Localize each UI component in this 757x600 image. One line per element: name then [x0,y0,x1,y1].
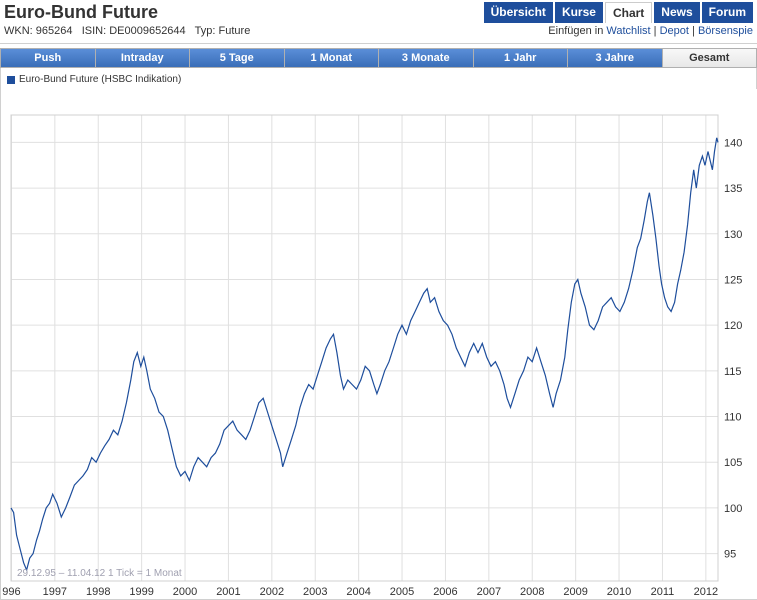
svg-text:2006: 2006 [433,586,457,598]
timetab-gesamt[interactable]: Gesamt [662,49,757,67]
svg-text:100: 100 [724,503,742,515]
svg-text:2001: 2001 [216,586,240,598]
isin-value: DE0009652644 [109,25,185,37]
einfuegen-label: Einfügen in [548,25,603,37]
nav-tab-forum[interactable]: Forum [702,2,753,23]
timetab-push[interactable]: Push [0,49,95,67]
nav-tab-kurse[interactable]: Kurse [555,2,603,23]
svg-text:1997: 1997 [43,586,67,598]
svg-text:130: 130 [724,229,742,241]
wkn-value: 965264 [36,25,73,37]
link-börsenspie[interactable]: Börsenspie [698,25,753,37]
price-chart: 95 100 105 110 115 120 125 130 135 140 996 1997 1998… [1,89,757,599]
typ-label: Typ: [195,25,216,37]
svg-text:2002: 2002 [260,586,284,598]
svg-text:115: 115 [724,366,742,378]
svg-text:2007: 2007 [477,586,501,598]
link-depot[interactable]: Depot [660,25,689,37]
wkn-label: WKN: [4,25,33,37]
typ-value: Future [219,25,251,37]
link-watchlist[interactable]: Watchlist [606,25,650,37]
nav-tab-news[interactable]: News [654,2,699,23]
time-range-tabs: PushIntraday5 Tage1 Monat3 Monate1 Jahr3… [0,48,757,68]
timetab-intraday[interactable]: Intraday [95,49,190,67]
svg-text:105: 105 [724,457,742,469]
svg-text:2005: 2005 [390,586,414,598]
svg-text:2008: 2008 [520,586,544,598]
legend-swatch [7,76,15,84]
chart-legend: Euro-Bund Future (HSBC Indikation) [1,70,756,89]
svg-text:2004: 2004 [346,586,370,598]
timetab-1-jahr[interactable]: 1 Jahr [473,49,568,67]
svg-text:996: 996 [2,586,20,598]
svg-text:2003: 2003 [303,586,327,598]
timetab-5-tage[interactable]: 5 Tage [189,49,284,67]
chart-range-note: 29.12.95 – 11.04.12 1 Tick = 1 Monat [17,568,182,579]
svg-text:120: 120 [724,320,742,332]
svg-text:125: 125 [724,274,742,286]
isin-label: ISIN: [82,25,106,37]
svg-text:135: 135 [724,183,742,195]
svg-text:2000: 2000 [173,586,197,598]
chart-container: Euro-Bund Future (HSBC Indikation) 95 100… [0,68,757,600]
svg-text:2009: 2009 [563,586,587,598]
insert-links: Einfügen in Watchlist | Depot | Börsensp… [548,25,753,37]
svg-text:140: 140 [724,137,742,149]
svg-text:1998: 1998 [86,586,110,598]
svg-text:110: 110 [724,412,742,424]
svg-text:2012: 2012 [694,586,718,598]
timetab-3-jahre[interactable]: 3 Jahre [567,49,662,67]
instrument-meta: WKN: 965264 ISIN: DE0009652644 Typ: Futu… [4,25,250,37]
svg-text:2010: 2010 [607,586,631,598]
timetab-3-monate[interactable]: 3 Monate [378,49,473,67]
timetab-1-monat[interactable]: 1 Monat [284,49,379,67]
page-title: Euro-Bund Future [4,2,158,23]
nav-tabs: ÜbersichtKurseChartNewsForum [484,2,753,23]
svg-text:2011: 2011 [651,586,675,598]
nav-tab-übersicht[interactable]: Übersicht [484,2,553,23]
svg-text:95: 95 [724,549,736,561]
legend-label: Euro-Bund Future (HSBC Indikation) [19,74,181,85]
svg-text:1999: 1999 [129,586,153,598]
nav-tab-chart[interactable]: Chart [605,2,652,23]
